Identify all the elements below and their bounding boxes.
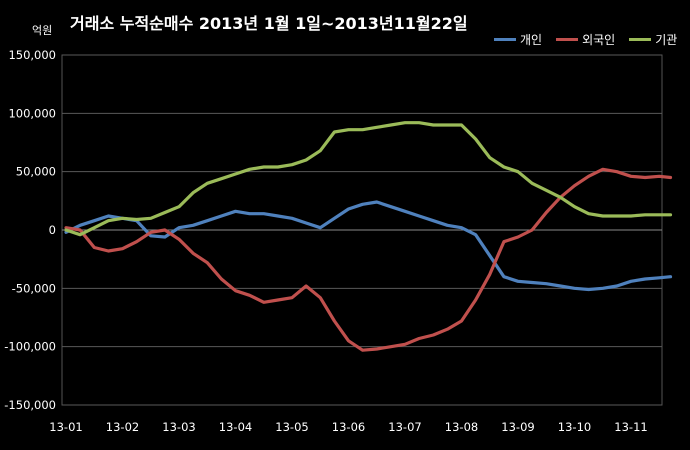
y-tick-label: -150,000 [4,398,56,412]
y-tick-label: 100,000 [8,106,56,120]
legend-label-individual: 개인 [520,33,543,47]
y-tick-label: -50,000 [12,281,56,295]
x-tick-label: 13-03 [162,420,195,434]
series-line-institution [64,121,673,237]
y-tick-label: 0 [49,223,56,237]
y-tick-label: -100,000 [4,340,56,354]
legend-swatch-individual [494,38,516,41]
x-tick-label: 13-04 [219,420,252,434]
x-tick-label: 13-09 [501,420,534,434]
legend-label-foreign: 외국인 [582,33,616,47]
legend-item-foreign: 외국인 [556,31,615,48]
x-tick-label: 13-05 [275,420,308,434]
legend-item-institution: 기관 [629,31,677,48]
x-tick-label: 13-08 [445,420,478,434]
x-tick-label: 13-06 [332,420,365,434]
x-tick-label: 13-02 [106,420,139,434]
y-tick-label: 150,000 [8,48,56,62]
x-tick-label: 13-10 [558,420,591,434]
chart-title: 거래소 누적순매수 2013년 1월 1일~2013년11월22일 [70,14,468,33]
legend-item-individual: 개인 [494,31,542,48]
series-line-foreign [64,167,673,352]
x-tick-label: 13-11 [614,420,647,434]
x-tick-label: 13-01 [49,420,82,434]
legend-swatch-foreign [556,38,579,41]
chart-legend: 개인 외국인 기관 [494,31,677,48]
legend-swatch-institution [629,38,652,41]
y-tick-label: 50,000 [16,165,56,179]
legend-label-institution: 기관 [655,33,678,47]
series-line-individual [64,200,673,292]
y-axis-unit: 억원 [32,24,53,37]
x-tick-label: 13-07 [388,420,421,434]
